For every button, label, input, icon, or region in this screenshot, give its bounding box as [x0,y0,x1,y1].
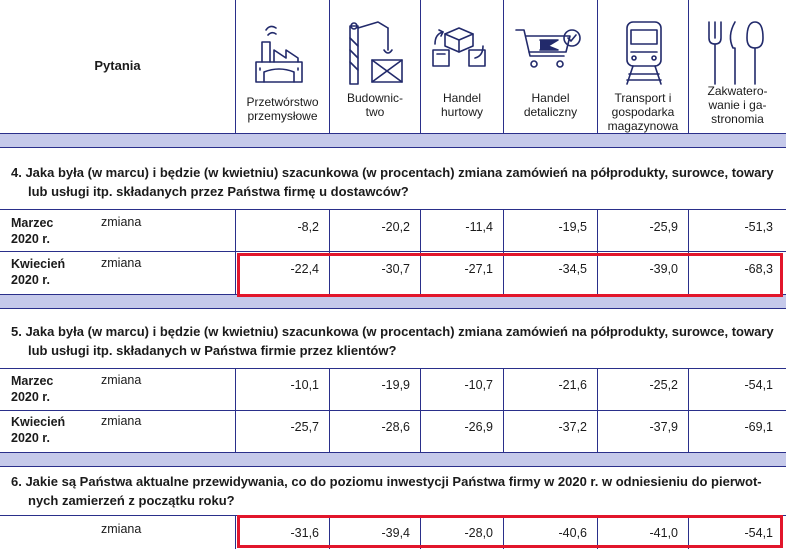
table-cell: -69,1 [744,420,774,434]
highlight-box [237,253,783,297]
table-cell: -40,6 [558,526,588,540]
col-divider [503,515,504,549]
question-5-text: 5. Jaka była (w marcu) i będzie (w kwiet… [11,324,774,358]
row-label-marzec: Marzec 2020 r. [11,216,54,246]
table-cell: -51,3 [744,220,774,234]
table-cell: -41,0 [649,526,679,540]
col-divider [597,515,598,549]
measure-label: zmiana [101,414,142,428]
rule [0,251,786,252]
table-cell: -31,6 [290,526,320,540]
col-divider [688,368,689,452]
table-cell: -54,1 [744,526,774,540]
col-divider [329,368,330,452]
table-cell: -19,9 [381,378,411,392]
table-cell: -28,6 [381,420,411,434]
column-header-zakwaterowanie: Zakwatero-wanie i ga-stronomia [707,84,768,126]
highlight-box [237,515,783,548]
table-cell: -54,1 [744,378,774,392]
table-cell: -25,7 [290,420,320,434]
col-divider [688,209,689,294]
separator-band-q5 [0,294,786,308]
row-label-kwiecien: Kwiecień 2020 r. [11,415,66,445]
question-6-text: 6. Jakie są Państwa aktualne przewidywan… [11,474,762,508]
col-divider [329,0,330,133]
pytania-header: Pytania [94,58,141,73]
col-divider [503,0,504,133]
crane-icon [349,21,403,85]
table-cell: -34,5 [558,262,588,276]
table-cell: -37,2 [558,420,588,434]
rule [0,147,786,148]
table-cell: -8,2 [297,220,319,234]
rule [0,209,786,210]
row-label-kwiecien: Kwiecień 2020 r. [11,257,66,287]
table-cell: -39,4 [381,526,411,540]
col-divider [235,0,236,133]
col-divider [420,515,421,549]
col-divider [597,0,598,133]
column-header-handel-hurtowy: Handel hurtowy [440,91,484,119]
rule [0,368,786,369]
measure-label: zmiana [101,256,142,270]
table-cell: -25,9 [649,220,679,234]
col-divider [329,209,330,294]
table-cell: -22,4 [290,262,320,276]
boxes-exchange-icon [432,27,486,67]
table-cell: -68,3 [744,262,774,276]
table-cell: -30,7 [381,262,411,276]
column-header-handel-detaliczny: Handel detaliczny [523,91,578,119]
col-divider [503,368,504,452]
cutlery-icon [708,21,764,85]
col-divider [235,515,236,549]
table-cell: -11,4 [465,220,493,234]
table-cell: -39,0 [649,262,679,276]
column-header-przetworstwo: Przetwórstwo przemysłowe [246,95,319,123]
question-4-text: 4. Jaka była (w marcu) i będzie (w kwiet… [11,165,774,199]
table-cell: -10,7 [464,378,494,392]
table-cell: -37,9 [649,420,679,434]
rule [0,410,786,411]
column-header-transport: Transport i gospodarka magazynowa [607,91,679,133]
col-divider [420,0,421,133]
table-cell: -28,0 [464,526,494,540]
col-divider [597,209,598,294]
measure-label: zmiana [101,215,142,229]
col-divider [597,368,598,452]
factory-icon [255,25,303,83]
col-divider [329,515,330,549]
table-cell: -26,9 [464,420,494,434]
table-cell: -10,1 [290,378,320,392]
table-cell: -20,2 [381,220,411,234]
row-label-marzec: Marzec 2020 r. [11,374,54,404]
column-header-budownictwo: Budownic-two [346,91,404,119]
col-divider [420,209,421,294]
table-cell: -25,2 [649,378,679,392]
rule [0,452,786,453]
measure-label: zmiana [101,522,142,536]
rule [0,466,786,467]
header-band [0,133,786,147]
col-divider [420,368,421,452]
measure-label: zmiana [101,373,142,387]
col-divider [688,0,689,133]
shopping-cart-icon [515,29,581,68]
col-divider [688,515,689,549]
table-cell: -27,1 [464,262,494,276]
col-divider [235,209,236,294]
rule [0,133,786,134]
table-cell: -21,6 [558,378,588,392]
table-cell: -19,5 [558,220,588,234]
col-divider [235,368,236,452]
train-icon [626,21,662,85]
separator-band-q6 [0,452,786,466]
rule [0,308,786,309]
col-divider [503,209,504,294]
